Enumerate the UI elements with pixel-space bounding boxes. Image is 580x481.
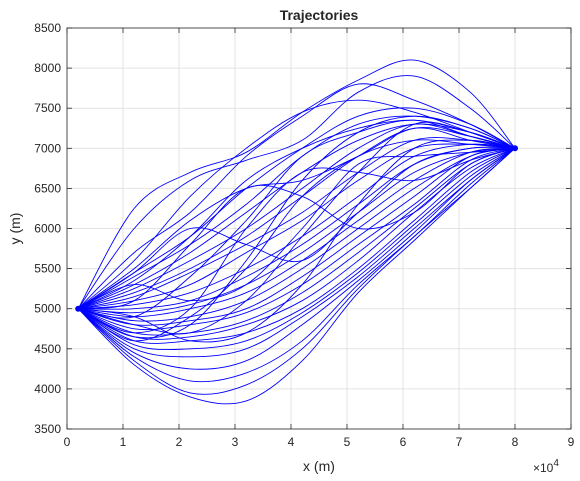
tick-layer: 0 1 2 3 4 5 6 7 8 9 3500 4000 4500 5000 5500 6000 6500 70… [34, 21, 574, 449]
trajectory-line-21 [77, 147, 516, 340]
trajectory-line-33 [78, 147, 516, 310]
y-tick-label: 8000 [34, 61, 61, 75]
trajectory-line-26 [77, 147, 516, 383]
trajectory-line-35 [78, 147, 516, 310]
y-tick-label: 7000 [34, 141, 61, 155]
y-tick-label: 6500 [34, 181, 61, 195]
trajectory-line-28 [77, 147, 516, 405]
y-axis-label: y (m) [7, 213, 23, 245]
y-tick-label: 4500 [34, 342, 61, 356]
trajectory-line-20 [78, 147, 516, 336]
trajectory-line-3 [77, 83, 516, 310]
chart-title: Trajectories [280, 7, 359, 23]
y-tick-label: 6000 [34, 222, 61, 236]
trajectory-line-12 [78, 143, 516, 310]
trajectory-line-32 [78, 121, 516, 335]
trajectory-line-25 [77, 147, 516, 370]
trajectory-line-34 [78, 147, 516, 334]
start-point-marker [75, 305, 82, 312]
x-tick-label: 0 [64, 435, 71, 449]
trajectory-line-4 [77, 99, 516, 310]
x-exponent-power: 4 [553, 458, 559, 469]
trajectory-line-27 [77, 147, 516, 395]
trajectory-line-15 [78, 147, 516, 314]
x-tick-label: 9 [568, 435, 575, 449]
x-tick-label: 2 [176, 435, 183, 449]
grid-layer [66, 27, 572, 430]
y-tick-label: 7500 [34, 101, 61, 115]
y-tick-label: 4000 [34, 382, 61, 396]
trajectory-line-9 [78, 123, 516, 310]
x-tick-label: 8 [512, 435, 519, 449]
x-tick-label: 6 [400, 435, 407, 449]
end-point-marker [512, 145, 518, 152]
x-axis-label: x (m) [303, 458, 335, 474]
trajectory-line-37 [77, 146, 516, 310]
trajectory-line-36 [77, 115, 516, 339]
trajectory-line-11 [78, 137, 516, 310]
x-tick-label: 5 [344, 435, 351, 449]
y-tick-label: 8500 [34, 21, 61, 35]
x-exponent-base: ×10 [533, 461, 554, 475]
trajectory-line-23 [77, 147, 516, 351]
trajectory-line-29 [77, 139, 516, 342]
x-tick-label: 4 [288, 435, 295, 449]
x-tick-label: 7 [456, 435, 463, 449]
trajectory-line-5 [77, 107, 516, 310]
trajectory-line-30 [78, 119, 516, 319]
trajectory-line-17 [78, 147, 516, 322]
x-tick-label: 1 [120, 435, 127, 449]
x-tick-label: 3 [232, 435, 239, 449]
x-axis-exponent: ×104 [533, 458, 559, 475]
trajectory-line-24 [77, 147, 516, 358]
y-tick-label: 5000 [34, 302, 61, 316]
y-tick-label: 3500 [34, 422, 61, 436]
trajectory-line-2 [77, 75, 516, 309]
trajectory-line-38 [78, 139, 516, 343]
trajectory-line-22 [77, 147, 516, 344]
series-layer [75, 59, 518, 405]
y-tick-label: 5500 [34, 262, 61, 276]
